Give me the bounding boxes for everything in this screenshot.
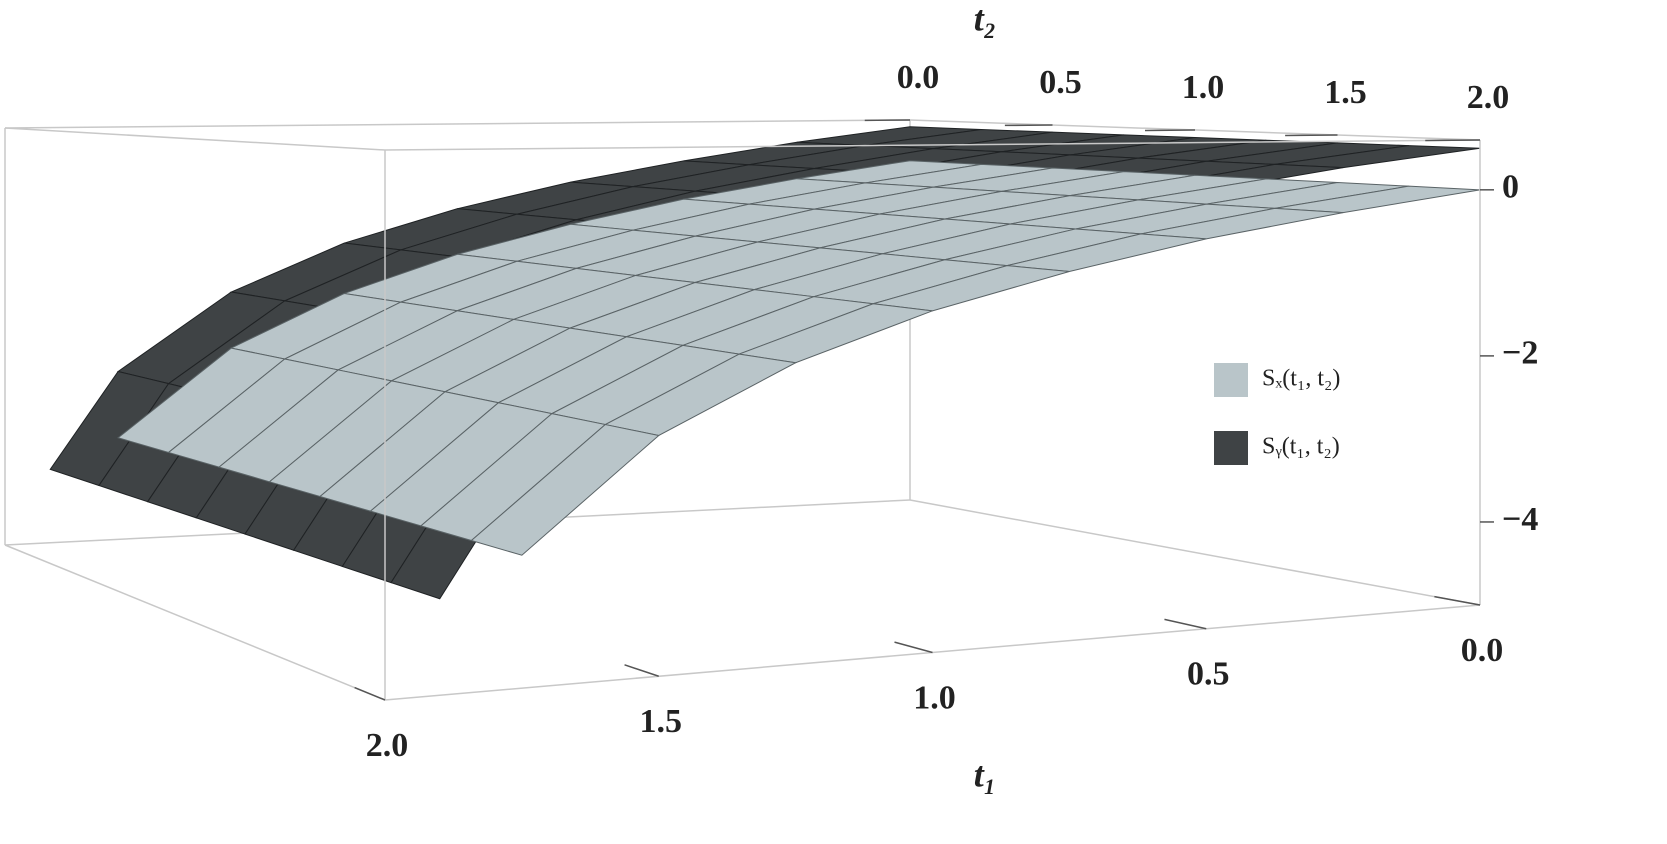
legend-swatch — [1214, 363, 1248, 397]
x-tick — [1164, 618, 1207, 630]
x-tick-label: 1.0 — [913, 679, 956, 716]
x-tick-label: 1.5 — [640, 703, 683, 740]
legend-label: Sᵧ(t₁, t₂) — [1262, 434, 1340, 460]
y-tick-label: 0.5 — [1039, 64, 1082, 101]
z-tick-label: −4 — [1502, 501, 1538, 538]
x-tick-label: 0.0 — [1461, 632, 1504, 669]
box-edge — [4, 127, 386, 151]
y-tick-label: 0.0 — [897, 59, 940, 96]
z-tick-label: 0 — [1502, 169, 1519, 206]
surface-patch — [470, 424, 660, 556]
y-tick-label: 1.0 — [1182, 69, 1225, 106]
y-tick-label: 2.0 — [1467, 79, 1510, 116]
box-edge — [909, 499, 1481, 606]
box-edge — [4, 544, 386, 701]
x-tick — [1434, 595, 1481, 606]
y-tick-label: 1.5 — [1324, 74, 1367, 111]
y-tick — [1425, 139, 1481, 142]
legend-label: Sₓ(t₁, t₂) — [1262, 366, 1340, 392]
x-tick — [894, 641, 933, 654]
z-tick-label: −2 — [1502, 335, 1538, 372]
x-axis-title: t₁ — [974, 754, 997, 794]
legend-swatch — [1214, 431, 1248, 465]
y-axis-title: t₂ — [974, 0, 997, 38]
x-tick — [624, 664, 659, 677]
box-edge — [4, 119, 911, 129]
x-tick — [354, 686, 386, 701]
box-edge — [384, 139, 1481, 151]
x-tick-label: 2.0 — [366, 727, 409, 764]
x-tick-label: 0.5 — [1187, 656, 1230, 693]
